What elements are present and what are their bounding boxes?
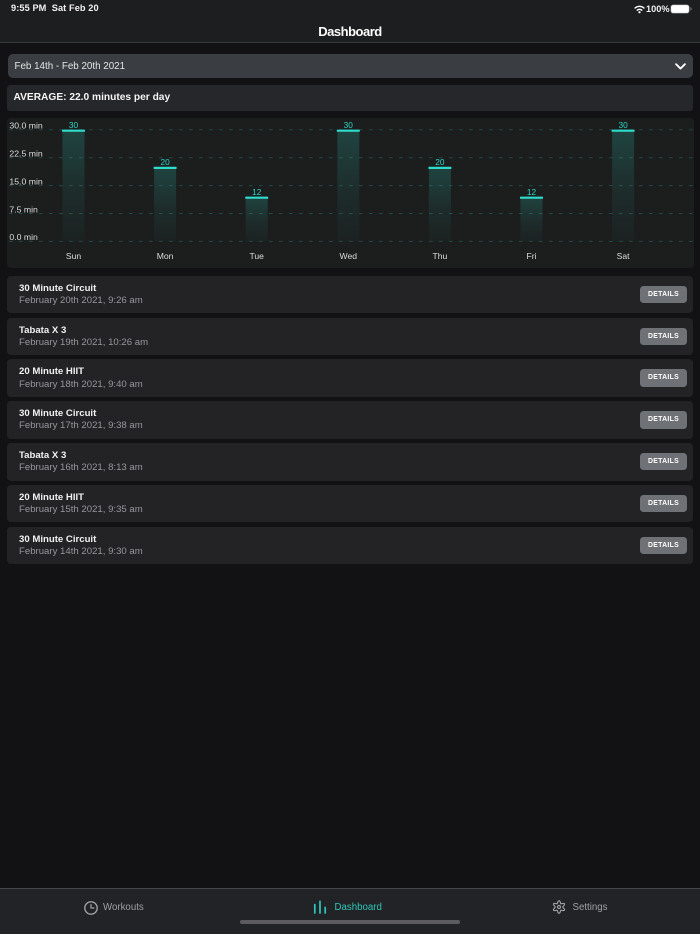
svg-text:Sat: Sat [616,251,630,261]
svg-text:0.0 min: 0.0 min [9,232,38,242]
svg-text:15.0 min: 15.0 min [9,176,42,186]
svg-text:7.5 min: 7.5 min [9,204,38,214]
svg-text:Wed: Wed [339,251,357,261]
svg-text:20: 20 [160,157,170,167]
svg-text:20: 20 [435,157,445,167]
svg-text:30: 30 [618,120,628,130]
svg-text:Tue: Tue [249,251,264,261]
svg-text:12: 12 [526,187,536,197]
svg-text:Thu: Thu [432,251,447,261]
svg-text:12: 12 [252,187,262,197]
svg-text:30: 30 [343,120,353,130]
svg-text:Fri: Fri [526,251,536,261]
svg-text:Mon: Mon [156,251,173,261]
svg-text:22.5 min: 22.5 min [9,149,42,159]
svg-text:Sun: Sun [65,251,81,261]
svg-text:30.0 min: 30.0 min [9,121,42,131]
svg-text:30: 30 [68,120,78,130]
